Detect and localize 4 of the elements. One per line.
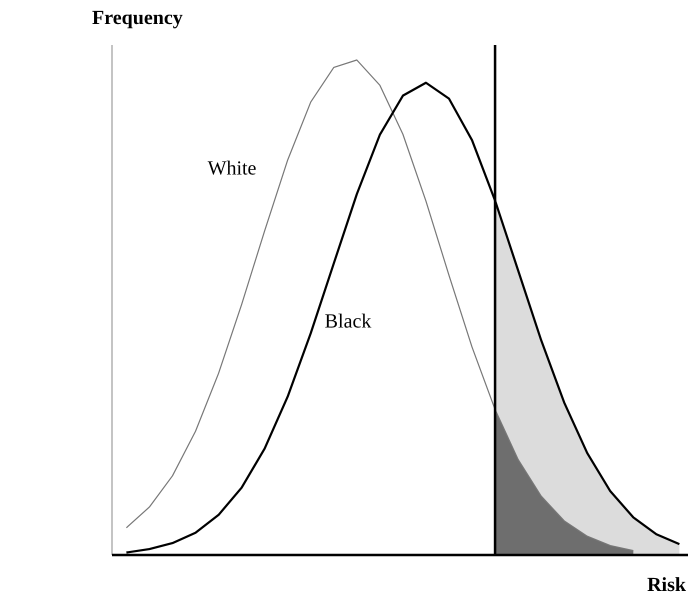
- x-axis-title: Risk: [647, 574, 687, 596]
- annotation: White: [208, 158, 257, 180]
- annotation: Black: [324, 310, 372, 333]
- y-axis-title: Frequency: [92, 7, 183, 29]
